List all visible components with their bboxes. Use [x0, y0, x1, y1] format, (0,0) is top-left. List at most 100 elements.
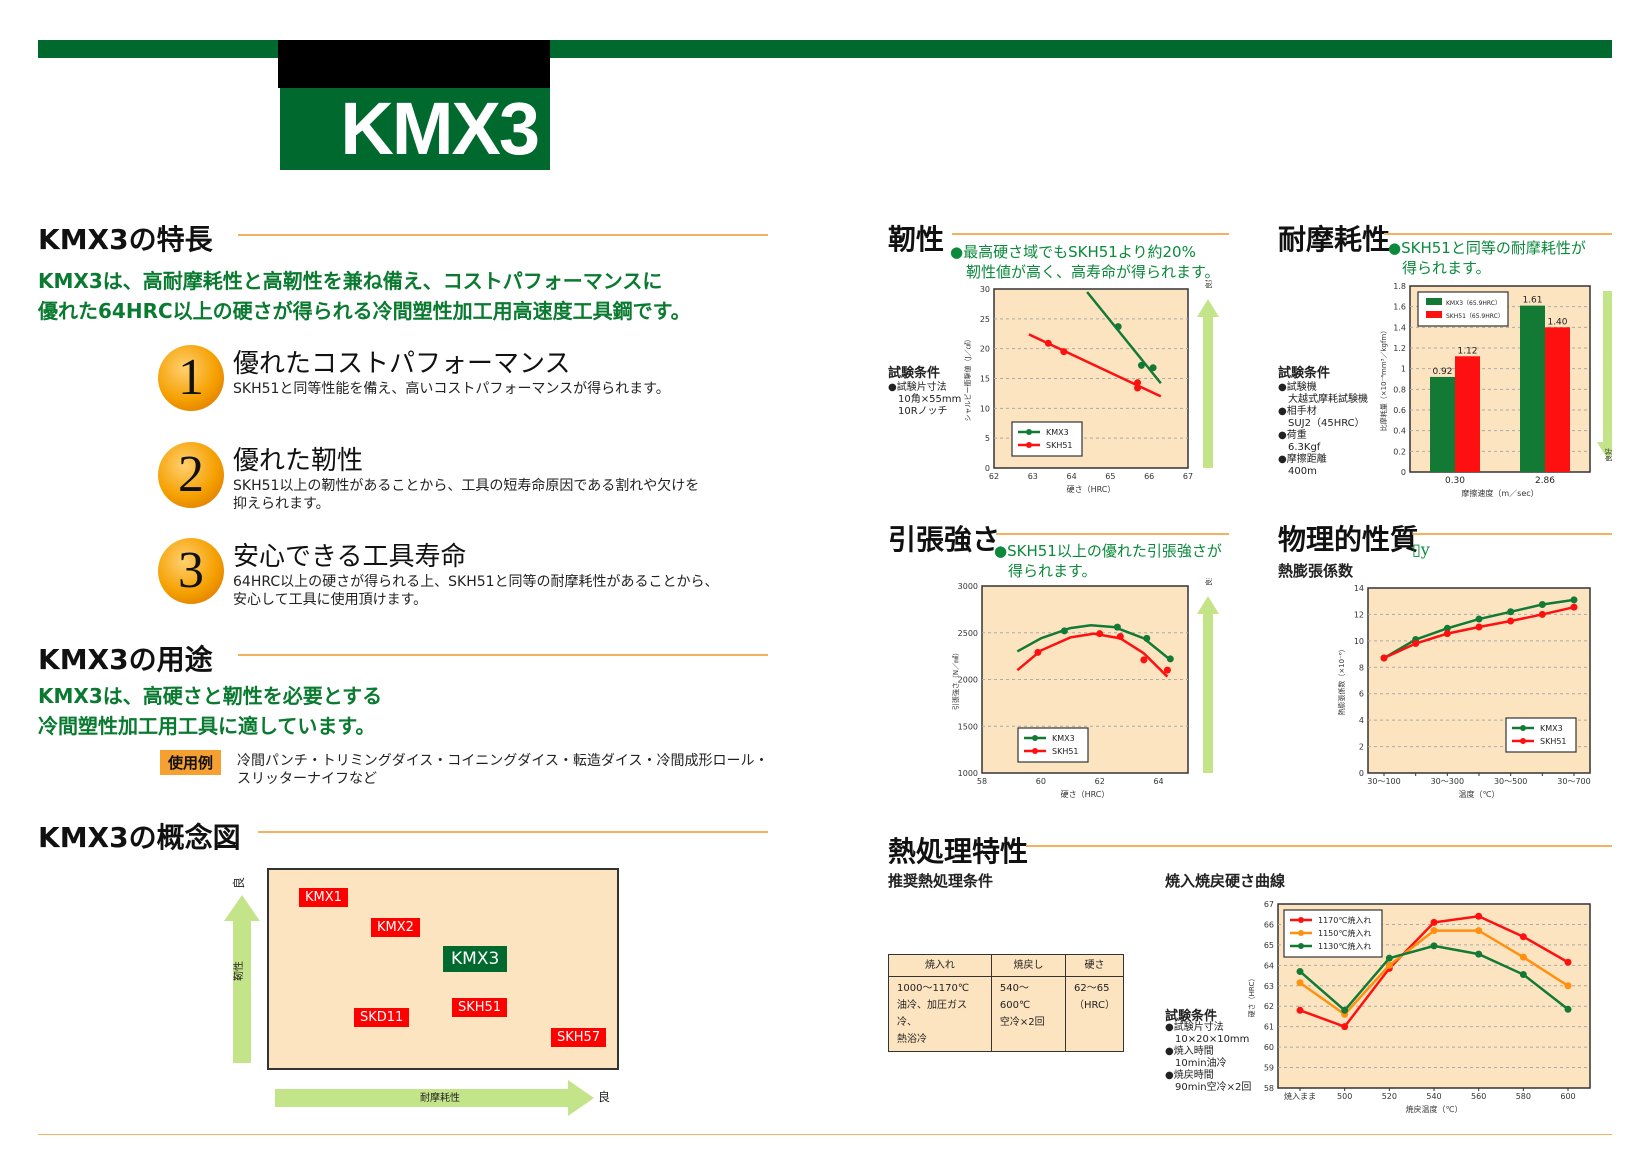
heat-subheading-2: 焼入焼戻硬さ曲線 — [1165, 872, 1286, 890]
feature-desc-2a: SKH51以上の靭性があることから、工具の短寿命原因である割れや欠けを — [233, 478, 700, 494]
y-tick-label: 4 — [1359, 716, 1364, 725]
data-point — [1507, 617, 1515, 625]
y-tick-label: 2 — [1359, 743, 1364, 752]
x-tick-label: 500 — [1337, 1092, 1352, 1101]
concept-heading: KMX3の概念図 — [38, 821, 241, 854]
good-label: 良好 — [1204, 280, 1213, 289]
legend-label: SKH51 — [1052, 747, 1079, 756]
legend-marker — [1298, 917, 1304, 923]
y-tick-label: 65 — [1264, 941, 1274, 950]
y-tick-label: 1.4 — [1393, 323, 1406, 332]
toughness-heading: 靭性 — [888, 223, 945, 256]
data-point-kmx3 — [1143, 634, 1151, 642]
y-tick-label: 58 — [1264, 1084, 1274, 1093]
data-point — [1341, 1006, 1349, 1014]
toughness-note-1: ●最高硬さ域でもSKH51より約20% — [950, 243, 1196, 261]
x-tick-label: 30～700 — [1557, 777, 1590, 786]
x-tick-label: 64 — [1067, 472, 1077, 481]
condition-line: ●試験機 — [1278, 382, 1317, 393]
wear-arrow — [275, 1089, 570, 1107]
y-tick-label: 2000 — [958, 676, 978, 685]
data-point — [1380, 654, 1388, 662]
x-axis-label: 硬さ（HRC） — [1067, 485, 1116, 494]
x-tick-label: 66 — [1144, 472, 1154, 481]
x-tick-label: 540 — [1426, 1092, 1441, 1101]
cell-line: 空冷×2回 — [999, 1017, 1045, 1028]
material-kmx1: KMX1 — [299, 888, 348, 907]
y-tick-label: 1.8 — [1393, 282, 1406, 291]
wear-heading: 耐摩耗性 — [1278, 223, 1391, 256]
wear-note-1: ●SKH51と同等の耐摩耗性が — [1388, 239, 1586, 257]
condition-line: 90min空冷×2回 — [1175, 1082, 1252, 1093]
legend-marker — [1520, 738, 1526, 744]
toughness-cond-2: 10角×55mm — [898, 394, 962, 405]
header-bar — [38, 40, 1612, 58]
data-point — [1475, 950, 1483, 958]
feature-number-2: 2 — [158, 442, 224, 508]
tempering-chart: 58 59 60 61 62 63 64 65 66 67 硬さ（HRC） 焼戻温度（℃） 焼入まま 50… — [1248, 900, 1591, 1114]
data-point-kmx3 — [1166, 655, 1174, 663]
x-tick-label: 60 — [1036, 777, 1046, 786]
data-label: 1.12 — [1457, 346, 1477, 356]
y-axis-label: 引張強さ（N／㎟） — [951, 649, 960, 710]
features-heading: KMX3の特長 — [38, 223, 213, 256]
x-tick-label: 30～100 — [1367, 777, 1400, 786]
divider — [952, 233, 1229, 235]
x-tick-label: 30～300 — [1431, 777, 1464, 786]
x-tick-label: 62 — [989, 472, 999, 481]
x-tick-label: 520 — [1382, 1092, 1397, 1101]
data-point-skh51 — [1140, 656, 1148, 664]
y-axis-label: 熱膨張係数（×10⁻⁶） — [1337, 645, 1346, 715]
feature-desc-1: SKH51と同等性能を備え、高いコストパフォーマンスが得られます。 — [233, 381, 670, 397]
heat-heading: 熱処理特性 — [888, 835, 1029, 868]
data-point — [1538, 601, 1546, 609]
y-tick-label: 62 — [1264, 1002, 1274, 1011]
table-header: 焼入れ — [888, 954, 992, 977]
bar-skh51 — [1455, 356, 1480, 472]
condition-line: 10min油冷 — [1175, 1058, 1227, 1069]
heat-conditions: ●試験片寸法 10×20×10mm ●焼入時間 10min油冷 ●焼戻時間 90min空冷… — [1165, 1022, 1251, 1094]
usage-lead-2: 冷間塑性加工用工具に適しています。 — [38, 714, 376, 738]
data-point-kmx3 — [1149, 364, 1157, 372]
condition-line: 10×20×10mm — [1175, 1034, 1250, 1045]
data-label: 1.61 — [1522, 296, 1542, 306]
wear-note-2: 得られます。 — [1402, 259, 1491, 277]
data-point-skh51 — [1116, 632, 1124, 640]
y-axis-label: シャルピー衝撃値（J／㎠） — [963, 335, 972, 421]
legend-marker — [1032, 735, 1038, 741]
condition-line: ●摩擦距離 — [1278, 454, 1327, 465]
condition-line: 大越式摩耗試験機 — [1288, 394, 1368, 405]
cell-line: （HRC） — [1074, 1000, 1115, 1011]
usage-example-tag: 使用例 — [160, 750, 222, 775]
y-tick-label: 6 — [1359, 690, 1364, 699]
good-label: 良好 — [1204, 578, 1213, 586]
cell-line: 62～65 — [1074, 983, 1110, 994]
data-point — [1519, 933, 1527, 941]
wear-cond-title: 試験条件 — [1278, 366, 1331, 381]
toughness-cond-title: 試験条件 — [888, 366, 941, 381]
heat-subheading-1: 推奨熱処理条件 — [888, 872, 994, 890]
thermal-expansion-chart: 0 2 4 6 8 10 12 14 熱膨張係数（×10⁻⁶） 温度（℃） 30～100 30～300… — [1337, 584, 1591, 799]
toughness-cond-1: ●試験片寸法 — [888, 382, 947, 393]
condition-line: ●試験片寸法 — [1165, 1022, 1224, 1033]
table-header: 焼戻し — [990, 954, 1067, 977]
condition-line: ●焼戻時間 — [1165, 1070, 1214, 1081]
y-tick-label: 0.6 — [1393, 406, 1406, 415]
x-tick-label: 65 — [1105, 472, 1115, 481]
x-axis-label: 耐摩耗性 — [420, 1093, 460, 1104]
y-tick-label: 60 — [1264, 1043, 1274, 1052]
y-tick-label: 1500 — [958, 722, 978, 731]
divider — [996, 533, 1229, 535]
arrow-up-icon — [1197, 299, 1219, 317]
x-tick-label: 560 — [1471, 1092, 1486, 1101]
usage-text-1: 冷間パンチ・トリミングダイス・コイニングダイス・転造ダイス・冷間成形ロール・ — [237, 753, 769, 769]
usage-heading: KMX3の用途 — [38, 643, 213, 676]
divider — [258, 831, 768, 833]
data-point-skh51 — [1134, 384, 1142, 392]
legend-marker — [1032, 748, 1038, 754]
data-point — [1430, 927, 1438, 935]
y-tick-label: 67 — [1264, 900, 1274, 909]
garbled-glyph: ▯y — [1412, 540, 1430, 559]
material-skh57: SKH57 — [551, 1028, 607, 1047]
usage-lead-1: KMX3は、高硬さと靭性を必要とする — [38, 684, 383, 708]
